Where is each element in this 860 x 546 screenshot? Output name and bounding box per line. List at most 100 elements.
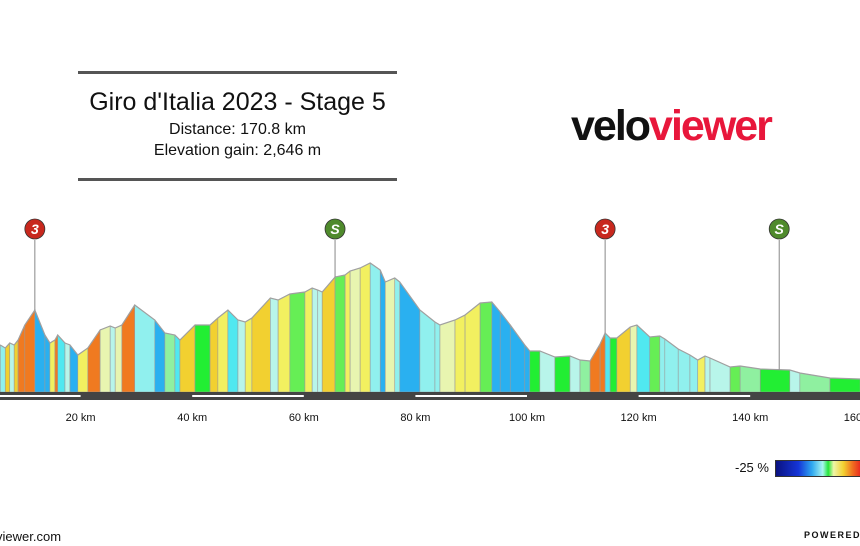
profile-segment: [589, 342, 601, 393]
profile-segment: [334, 274, 346, 393]
profile-segment: [789, 369, 801, 393]
profile-segment: [739, 365, 761, 393]
profile-segment: [164, 332, 176, 393]
profile-segment: [697, 355, 706, 393]
climb-marker-label: S: [775, 221, 785, 237]
profile-segment: [704, 355, 711, 393]
profile-segment: [277, 293, 291, 393]
profile-segment: [237, 319, 246, 393]
profile-segment: [194, 324, 211, 393]
profile-segment: [629, 324, 638, 393]
profile-segment: [349, 267, 361, 393]
profile-segment: [251, 297, 271, 393]
profile-segment: [174, 334, 181, 393]
profile-segment: [579, 359, 591, 393]
profile-segment: [479, 301, 493, 393]
profile-segment: [121, 303, 136, 393]
climb-marker-label: 3: [601, 221, 609, 237]
profile-segment: [0, 344, 6, 393]
x-tick-label: 20 km: [66, 412, 96, 424]
veloviewer-logo: veloviewer: [571, 102, 773, 150]
profile-segment: [759, 368, 791, 393]
axis-dash: [0, 395, 81, 397]
profile-segment: [434, 321, 441, 393]
distance-text: Distance: 170.8 km: [169, 121, 306, 138]
profile-segment: [539, 350, 556, 393]
profile-segment: [454, 314, 466, 393]
climb-marker-label: 3: [31, 221, 39, 237]
x-tick-label: 140 km: [732, 412, 768, 424]
profile-segment: [677, 348, 691, 393]
profile-outline: [0, 262, 860, 380]
profile-segment: [54, 333, 59, 393]
elevation-gain-text: Elevation gain: 2,646 m: [153, 142, 322, 159]
profile-segment: [244, 317, 253, 393]
profile-segment: [64, 342, 71, 393]
profile-segment: [604, 332, 611, 393]
legend-min-label: -25 %: [735, 460, 769, 475]
climb-marker-label: S: [330, 221, 340, 237]
cat-3-marker-icon: [594, 218, 616, 240]
axis-dash: [192, 395, 304, 397]
axis-dash: [415, 395, 527, 397]
cat-3-marker-icon: [24, 218, 46, 240]
title-top-rule: [78, 71, 397, 74]
profile-segment: [369, 262, 381, 393]
profile-segment: [399, 281, 421, 393]
x-tick-label: 160 km: [844, 412, 860, 424]
profile-segment: [344, 270, 351, 393]
profile-segment: [384, 277, 396, 393]
profile-segment: [379, 269, 386, 393]
profile-segment: [649, 335, 661, 393]
profile-segment: [529, 350, 541, 393]
profile-segment: [609, 337, 618, 393]
sprint-marker-icon: [324, 218, 346, 240]
profile-segment: [69, 344, 79, 393]
profile-segment: [439, 319, 456, 393]
profile-segment: [49, 339, 56, 393]
profile-segment: [317, 289, 323, 393]
footer-site-link[interactable]: viewer.com: [0, 529, 62, 544]
profile-segment: [359, 262, 371, 393]
x-tick-label: 120 km: [621, 412, 657, 424]
profile-segment: [44, 333, 51, 393]
profile-segment: [4, 342, 11, 393]
profile-segment: [270, 297, 279, 393]
profile-segment: [289, 291, 306, 393]
elevation-profile-chart: 20 km 40 km 60 km 80 km 100 km 120 km 140 km 16…: [0, 218, 860, 424]
axis-dash: [638, 395, 751, 397]
title-bottom-rule: [78, 178, 397, 181]
profile-segment: [554, 355, 571, 393]
profile-segment: [394, 277, 401, 393]
profile-segment: [57, 334, 66, 393]
sprint-marker-icon: [768, 218, 790, 240]
profile-segment: [17, 324, 26, 393]
profile-segment: [569, 355, 581, 393]
profile-segment: [9, 342, 15, 393]
profile-segment: [13, 339, 19, 393]
profile-segment: [419, 309, 436, 393]
profile-segment: [179, 324, 196, 393]
profile-segment: [311, 287, 319, 393]
profile-segment: [491, 301, 501, 393]
x-tick-label: 60 km: [289, 412, 319, 424]
x-tick-label: 40 km: [177, 412, 207, 424]
x-tick-label: 100 km: [509, 412, 545, 424]
profile-segment: [829, 377, 860, 393]
profile-segment: [217, 309, 229, 393]
profile-segment: [524, 344, 531, 393]
profile-segment: [109, 325, 116, 393]
profile-segment: [321, 276, 336, 393]
profile-segment: [114, 324, 123, 393]
profile-segment: [464, 302, 481, 393]
profile-segment: [659, 335, 666, 393]
x-tick-label: 80 km: [400, 412, 430, 424]
profile-segment: [729, 365, 741, 393]
footer-powered-by: POWERED B: [804, 530, 860, 540]
profile-segment: [227, 309, 239, 393]
profile-segment: [209, 317, 219, 393]
profile-segment: [99, 325, 111, 393]
profile-segment: [304, 287, 313, 393]
stage-title: Giro d'Italia 2023 - Stage 5: [89, 88, 386, 116]
gradient-legend-bar: [775, 460, 860, 477]
